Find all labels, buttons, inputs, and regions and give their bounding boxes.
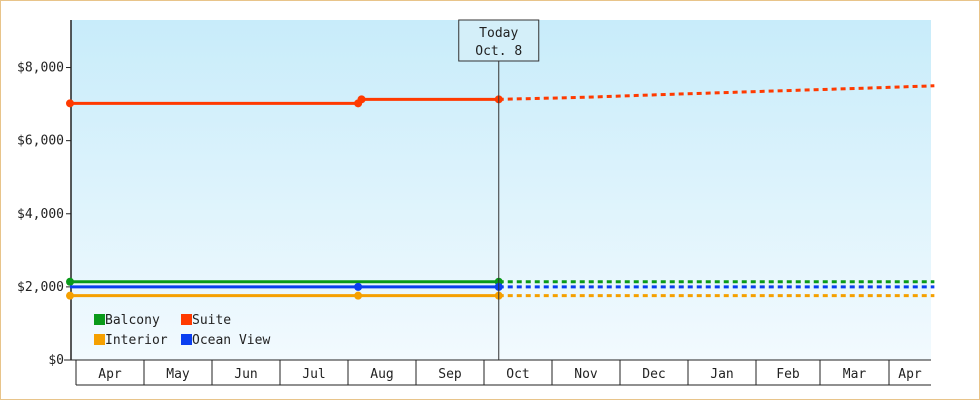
legend: Balcony Suite Interior Ocean View bbox=[94, 313, 270, 348]
x-tick-label: Apr bbox=[98, 367, 122, 382]
legend-swatch-suite bbox=[181, 314, 192, 325]
x-tick-label: Oct bbox=[506, 367, 529, 382]
x-tick-label: Sep bbox=[438, 367, 462, 382]
today-label: Today bbox=[479, 26, 518, 41]
x-tick-label: Jan bbox=[710, 367, 733, 382]
y-tick-label: $8,000 bbox=[17, 61, 64, 76]
legend-swatch-ocean-view bbox=[181, 334, 192, 345]
today-box bbox=[458, 19, 540, 62]
x-tick-label: Feb bbox=[776, 367, 800, 382]
series-forecast-suite bbox=[498, 84, 935, 101]
legend-swatch-interior bbox=[94, 334, 105, 345]
x-tick-label: Dec bbox=[642, 367, 665, 382]
x-tick-label: Mar bbox=[843, 367, 867, 382]
x-tick-label: Jun bbox=[234, 367, 257, 382]
today-marker: Today Oct. 8 bbox=[458, 19, 540, 360]
y-tick-label: $4,000 bbox=[17, 207, 64, 222]
y-tick-label: $2,000 bbox=[17, 280, 64, 295]
legend-label-balcony: Balcony bbox=[105, 313, 160, 328]
x-tick-label: May bbox=[166, 367, 190, 382]
plot-area bbox=[71, 20, 931, 360]
data-point-ocean-view bbox=[354, 282, 363, 291]
x-tick-label: Aug bbox=[370, 367, 393, 382]
x-axis: Apr May Jun Jul Aug Sep Oct Nov Dec Jan Feb Mar Apr bbox=[64, 359, 931, 386]
y-axis: $0 $2,000 $4,000 $6,000 $8,000 bbox=[17, 20, 72, 368]
x-tick-label: Nov bbox=[574, 367, 598, 382]
data-point-suite bbox=[66, 99, 74, 108]
series-group bbox=[66, 84, 935, 300]
y-tick-label: $0 bbox=[48, 353, 64, 368]
x-tick-label: Jul bbox=[302, 367, 325, 382]
legend-label-suite: Suite bbox=[192, 313, 231, 328]
legend-swatch-balcony bbox=[94, 314, 105, 325]
data-point-balcony bbox=[66, 277, 74, 286]
data-point-interior bbox=[354, 291, 363, 300]
data-point-interior bbox=[66, 291, 74, 300]
x-tick-label: Apr bbox=[898, 367, 922, 382]
data-point-suite bbox=[357, 95, 366, 104]
legend-label-ocean-view: Ocean View bbox=[192, 333, 270, 348]
legend-label-interior: Interior bbox=[105, 333, 168, 348]
y-tick-label: $6,000 bbox=[17, 134, 64, 149]
today-date: Oct. 8 bbox=[475, 44, 522, 59]
